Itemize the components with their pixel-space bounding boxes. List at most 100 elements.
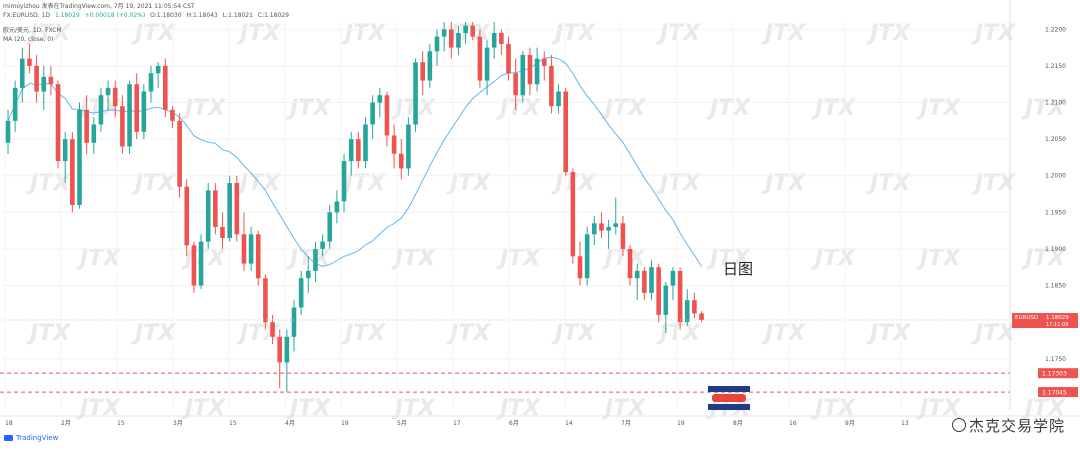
candle-body bbox=[277, 336, 282, 363]
ohlc-close: C:1.18029 bbox=[257, 12, 289, 19]
candle-up bbox=[334, 190, 340, 224]
candle-body bbox=[384, 95, 390, 136]
watermark-text: JTX bbox=[601, 396, 646, 421]
candle-body bbox=[520, 54, 526, 96]
candle-body bbox=[191, 245, 197, 286]
candle-body bbox=[91, 124, 97, 143]
candle-down bbox=[163, 58, 168, 118]
watermark-text: JTX bbox=[446, 171, 491, 196]
time-tick-label: 2月 bbox=[61, 420, 71, 427]
candle-body bbox=[370, 102, 375, 125]
watermark-text: JTX bbox=[551, 21, 596, 46]
candle-up bbox=[198, 234, 204, 290]
watermark-text: JTX bbox=[26, 21, 71, 46]
candle-down bbox=[27, 43, 32, 74]
support-price-tag bbox=[1038, 387, 1078, 398]
price-tick-label: 1.2150 bbox=[1045, 63, 1066, 70]
candle-body bbox=[663, 285, 669, 315]
watermark-text: JTX bbox=[866, 171, 911, 196]
candle-down bbox=[449, 22, 454, 59]
candle-up bbox=[313, 241, 318, 282]
candle-body bbox=[170, 109, 175, 121]
candle-down bbox=[191, 241, 197, 293]
time-tick-label: 17 bbox=[453, 420, 461, 427]
candle-up bbox=[370, 95, 375, 140]
candle-down bbox=[48, 65, 54, 96]
time-tick-label: 8月 bbox=[733, 420, 743, 427]
candle-down bbox=[356, 131, 361, 169]
time-tick-label: 15 bbox=[117, 420, 125, 427]
candle-body bbox=[27, 58, 32, 66]
candle-body bbox=[642, 270, 647, 293]
candle-up bbox=[670, 267, 676, 301]
candle-body bbox=[34, 65, 39, 92]
watermark-text: JTX bbox=[1021, 96, 1066, 121]
watermark-text: JTX bbox=[866, 21, 911, 46]
candle-down bbox=[506, 36, 511, 81]
candle-body bbox=[556, 91, 561, 107]
candle-body bbox=[413, 62, 418, 125]
candle-body bbox=[77, 109, 82, 206]
watermark-text: JTX bbox=[656, 21, 701, 46]
axis-layer: 1.2200 1.2150 1.2100 1.2050 1.2000 1.1950 1.19… bbox=[0, 0, 1080, 427]
watermark-text: JTX bbox=[76, 396, 121, 421]
watermark-text: JTX bbox=[341, 171, 386, 196]
candle-down bbox=[570, 168, 576, 264]
watermark-text: JTX bbox=[656, 171, 701, 196]
candle-up bbox=[491, 22, 497, 59]
candle-down bbox=[599, 212, 604, 238]
time-tick-label: 6月 bbox=[509, 420, 519, 427]
watermark-text: JTX bbox=[26, 321, 71, 346]
candle-up bbox=[484, 40, 490, 96]
watermark-text: JTX bbox=[706, 246, 751, 271]
candle-down bbox=[577, 241, 583, 286]
candle-body bbox=[41, 76, 47, 92]
candle-up bbox=[406, 117, 411, 176]
candle-body bbox=[177, 120, 182, 187]
candle-up bbox=[534, 47, 540, 92]
candle-up bbox=[105, 80, 111, 110]
candle-up bbox=[148, 65, 154, 103]
logo-stamp bbox=[708, 386, 750, 414]
watermark-text: JTX bbox=[761, 171, 806, 196]
time-tick-label: 4月 bbox=[285, 420, 295, 427]
candle-body bbox=[241, 234, 247, 264]
watermark-text: JTX bbox=[811, 396, 856, 421]
price-tick-label: 1.1950 bbox=[1045, 209, 1066, 216]
candle-up bbox=[284, 329, 290, 392]
watermark-text: JTX bbox=[131, 171, 176, 196]
instrument-label[interactable]: 欧元/美元, 1D, FXCM bbox=[3, 27, 62, 34]
candle-up bbox=[613, 197, 619, 235]
candle-down bbox=[627, 245, 633, 286]
tradingview-logo[interactable]: TradingView bbox=[4, 434, 58, 442]
candle-body bbox=[534, 58, 540, 85]
candle-up bbox=[427, 43, 433, 88]
timeframe-annotation: 日图 bbox=[723, 260, 754, 278]
time-tick-label: 15 bbox=[229, 420, 237, 427]
candle-down bbox=[220, 212, 225, 249]
candle-down bbox=[620, 216, 626, 257]
candle-body bbox=[506, 43, 511, 74]
support-price-label: 1.17303 bbox=[1042, 371, 1067, 378]
candle-up bbox=[363, 117, 368, 169]
candle-up bbox=[456, 25, 461, 55]
candle-body bbox=[184, 186, 190, 246]
candle-down bbox=[120, 95, 125, 154]
indicator-label[interactable]: MA (20, close, 0) bbox=[3, 36, 54, 43]
candle-body bbox=[527, 54, 533, 85]
watermark-text: JTX bbox=[496, 396, 541, 421]
candle-body bbox=[649, 267, 654, 293]
watermark-text: JTX bbox=[971, 321, 1016, 346]
candle-down bbox=[234, 175, 240, 242]
candle-up bbox=[62, 131, 68, 184]
symbol-ohlc-line: FX:EURUSD, 1D 1.18029 +0.00018 (+0.02%) … bbox=[3, 12, 292, 20]
candle-body bbox=[334, 201, 340, 213]
watermark-text: JTX bbox=[341, 321, 386, 346]
candle-up bbox=[141, 84, 147, 140]
watermark-text: JTX bbox=[236, 21, 281, 46]
candles-layer bbox=[5, 22, 704, 392]
candle-body bbox=[484, 47, 490, 81]
candle-body bbox=[406, 124, 411, 169]
candle-body bbox=[456, 32, 461, 48]
